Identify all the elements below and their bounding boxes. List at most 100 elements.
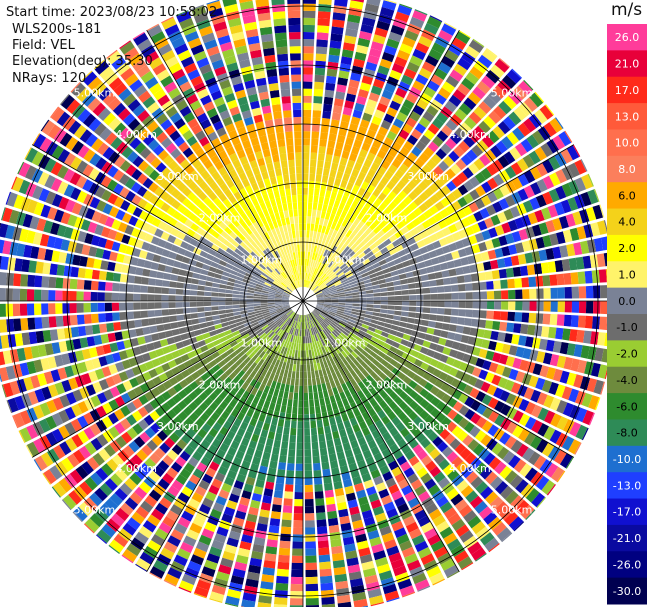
range-gate — [338, 508, 349, 518]
range-gate — [392, 94, 404, 105]
range-gate — [321, 225, 327, 234]
range-gate — [559, 370, 570, 384]
range-gate — [69, 278, 78, 290]
range-gate — [440, 558, 456, 571]
range-gate — [260, 297, 268, 300]
range-gate — [12, 288, 21, 301]
range-gate — [40, 119, 50, 132]
range-gate — [26, 303, 35, 316]
range-gate — [590, 362, 601, 377]
range-gate — [7, 397, 19, 413]
range-gate — [306, 265, 309, 273]
range-gate — [353, 375, 362, 384]
range-gate — [328, 324, 335, 331]
range-gate — [166, 172, 177, 183]
range-gate — [184, 62, 198, 74]
range-gate — [510, 206, 521, 218]
range-gate — [192, 272, 201, 279]
range-gate — [314, 289, 322, 294]
range-gate — [303, 194, 308, 202]
range-gate — [316, 296, 324, 299]
range-gate — [575, 424, 588, 440]
range-gate — [292, 252, 296, 260]
range-gate — [333, 481, 343, 490]
range-gate — [338, 225, 345, 234]
range-gate — [359, 82, 371, 92]
range-gate — [218, 221, 228, 230]
range-gate — [27, 391, 39, 405]
range-gate — [306, 329, 309, 337]
range-gate — [138, 481, 152, 494]
range-gate — [349, 331, 357, 338]
range-gate — [552, 340, 562, 353]
range-gate — [520, 483, 535, 498]
range-gate — [457, 196, 468, 208]
range-gate — [393, 396, 404, 406]
range-gate — [269, 402, 276, 411]
range-gate — [209, 401, 219, 411]
range-gate — [411, 217, 421, 227]
range-gate — [267, 297, 275, 300]
range-gate — [328, 244, 335, 252]
range-gate — [211, 230, 220, 239]
range-gate — [203, 387, 213, 397]
range-gate — [288, 334, 293, 342]
range-gate — [173, 383, 183, 393]
range-gate — [552, 246, 562, 259]
range-gate — [426, 565, 442, 578]
range-gate — [438, 29, 453, 43]
range-gate — [209, 330, 218, 337]
range-gate — [373, 475, 384, 486]
range-gate — [428, 484, 441, 496]
range-gate — [524, 252, 534, 264]
range-gate — [125, 164, 137, 177]
range-gate — [393, 432, 403, 443]
range-gate — [402, 216, 412, 226]
range-gate — [442, 277, 451, 285]
range-gate — [324, 277, 331, 283]
range-gate — [178, 327, 187, 334]
range-gate — [198, 402, 209, 412]
range-gate — [413, 185, 423, 196]
range-gate — [71, 434, 84, 448]
range-gate — [459, 122, 472, 135]
range-gate — [26, 361, 37, 375]
range-gate — [287, 399, 293, 407]
range-gate — [327, 510, 338, 520]
range-gate — [293, 281, 298, 289]
range-gate — [170, 461, 183, 473]
range-gate — [43, 220, 54, 234]
range-gate — [347, 275, 355, 281]
range-gate — [366, 265, 374, 272]
range-gate — [151, 358, 161, 368]
range-gate — [239, 496, 250, 507]
range-gate — [141, 444, 153, 457]
range-gate — [164, 330, 174, 338]
range-gate — [265, 317, 273, 323]
range-gate — [499, 506, 514, 521]
range-gate — [450, 544, 465, 558]
range-gate — [147, 540, 162, 553]
range-gate — [204, 377, 214, 387]
range-gate — [128, 357, 138, 367]
range-gate — [361, 75, 374, 85]
range-gate — [372, 34, 386, 45]
range-gate — [381, 225, 391, 234]
range-gate — [425, 502, 438, 515]
range-gate — [148, 350, 158, 360]
range-gate — [258, 244, 266, 252]
range-gate — [203, 159, 213, 170]
range-gate — [340, 179, 348, 189]
range-gate — [531, 224, 542, 237]
range-gate — [371, 413, 381, 423]
range-gate — [221, 255, 229, 263]
range-gate — [357, 459, 367, 469]
range-gate — [328, 312, 336, 317]
range-gate — [455, 31, 471, 45]
range-gate — [307, 280, 311, 288]
range-gate — [563, 356, 574, 370]
range-gate — [247, 309, 255, 313]
range-gate — [79, 256, 88, 267]
range-gate — [190, 356, 199, 365]
range-gate — [326, 439, 334, 448]
